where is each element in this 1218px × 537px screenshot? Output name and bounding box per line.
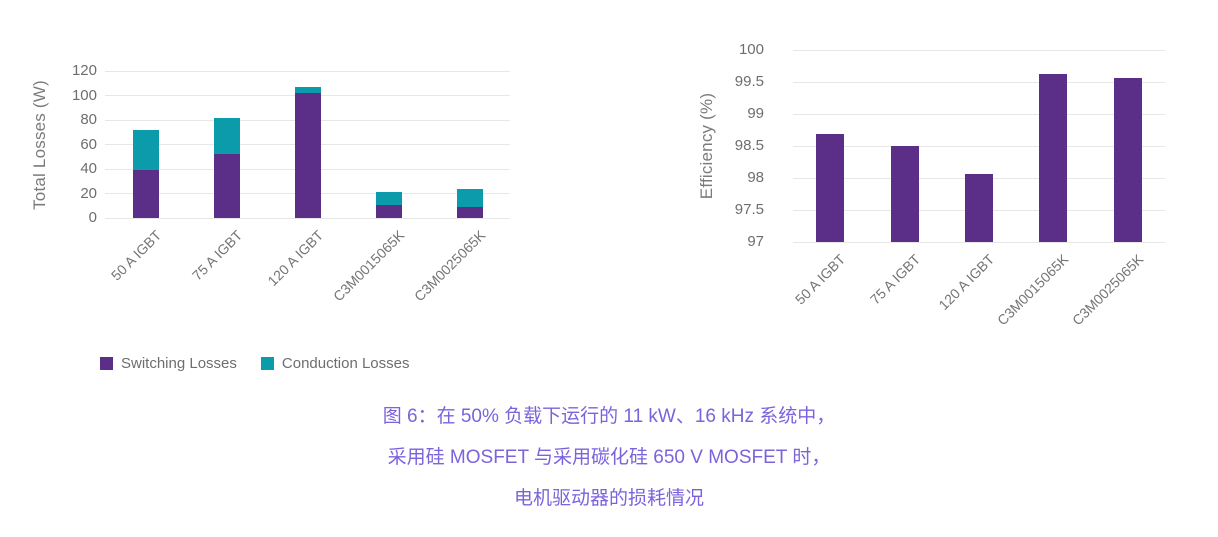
- y-tick-label: 40: [80, 160, 97, 177]
- y-tick-label: 97: [747, 233, 764, 250]
- y-tick-label: 20: [80, 184, 97, 202]
- bar-segment: [132, 129, 159, 171]
- y-tick-label: 100: [738, 41, 764, 58]
- legend-item-conduction-losses: Conduction Losses: [260, 355, 410, 372]
- gridline: [793, 145, 1165, 147]
- gridline: [793, 81, 1165, 83]
- switching-losses-swatch-icon: [100, 357, 113, 370]
- y-tick-label: 99.5: [734, 73, 764, 90]
- gridline: [105, 70, 510, 72]
- bar: [816, 133, 845, 242]
- y-tick-label: 98.5: [734, 137, 764, 154]
- bar: [1039, 73, 1068, 242]
- bar-segment: [294, 93, 321, 218]
- bar-segment: [456, 206, 483, 218]
- conduction-losses-legend-label: Conduction Losses: [281, 355, 410, 372]
- bar-segment: [375, 192, 402, 205]
- gridline: [105, 217, 510, 219]
- gridline: [793, 49, 1165, 51]
- legend-item-switching-losses: Switching Losses: [100, 355, 237, 372]
- bar-segment: [456, 188, 483, 207]
- y-tick-label: 99: [747, 105, 764, 122]
- y-tick-label: 60: [80, 135, 97, 153]
- bar: [965, 173, 993, 242]
- bar: [1113, 77, 1142, 242]
- y-tick-label: 0: [88, 209, 97, 226]
- bar: [890, 146, 919, 242]
- gridline: [793, 241, 1165, 243]
- y-tick-label: 100: [71, 86, 97, 104]
- caption-line-2: 采用硅 MOSFET 与采用碳化硅 650 V MOSFET 时，: [387, 447, 831, 468]
- losses-legend: Switching Losses Conduction Losses: [100, 355, 410, 372]
- switching-losses-legend-label: Switching Losses: [121, 355, 237, 372]
- bar-segment: [213, 117, 240, 155]
- caption-line-1: 图 6：在 50% 负载下运行的 11 kW、16 kHz 系统中，: [382, 406, 836, 427]
- y-tick-label: 120: [71, 62, 97, 79]
- gridline: [793, 113, 1165, 115]
- y-tick-label: 98: [747, 169, 764, 186]
- bar-segment: [294, 86, 321, 94]
- y-tick-label: 97.5: [734, 201, 764, 218]
- conduction-losses-swatch-icon: [260, 357, 274, 370]
- bar-segment: [213, 154, 240, 218]
- caption-line-3: 电机驱动器的损耗情况: [513, 488, 704, 509]
- bar-segment: [132, 170, 159, 218]
- bar-segment: [375, 204, 402, 218]
- y-tick-label: 80: [80, 111, 97, 128]
- figure-caption: 图 6：在 50% 负载下运行的 11 kW、16 kHz 系统中， 采用硅 M…: [0, 396, 1218, 519]
